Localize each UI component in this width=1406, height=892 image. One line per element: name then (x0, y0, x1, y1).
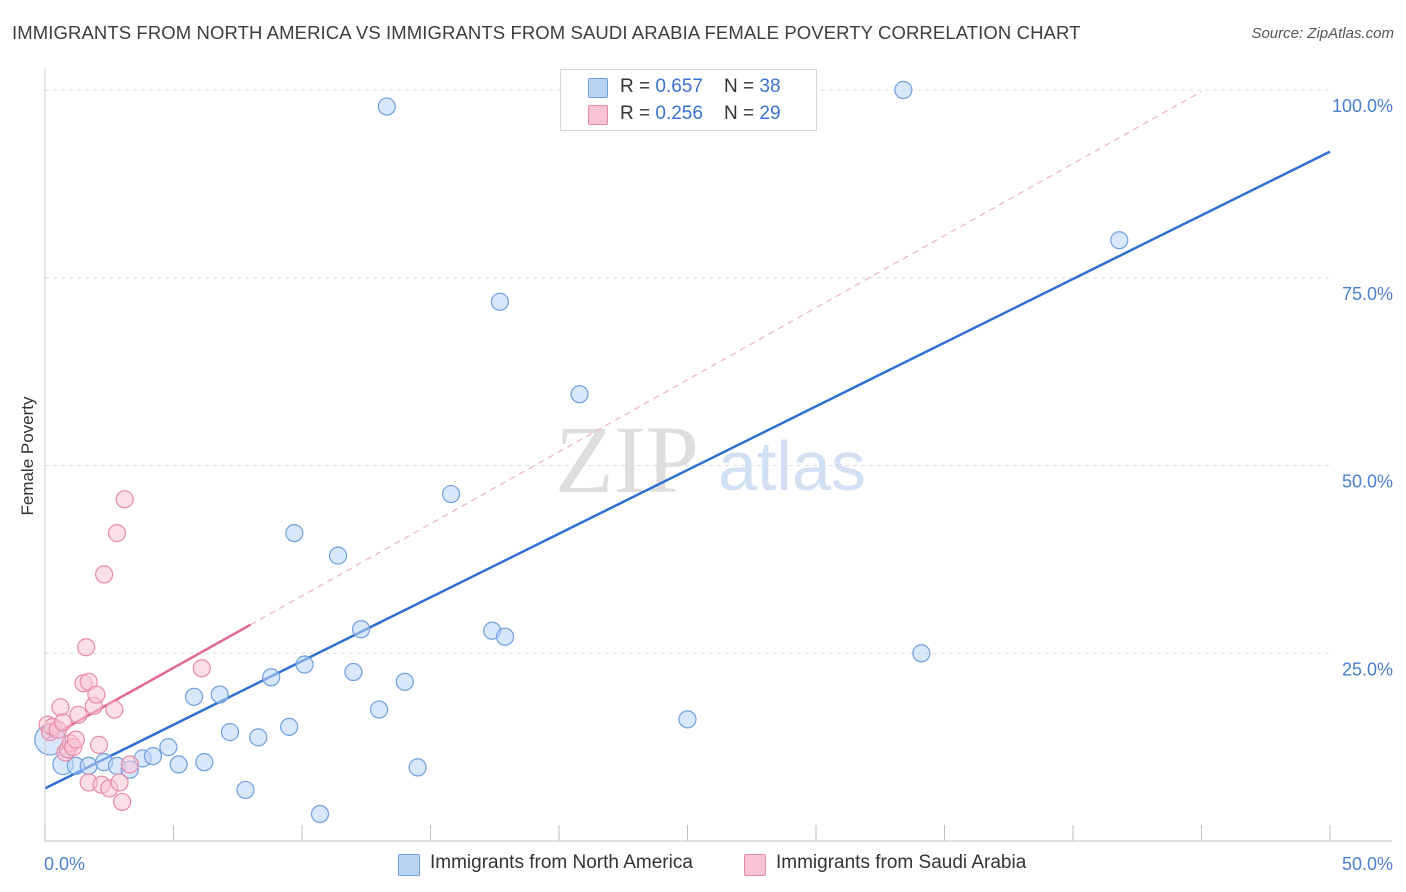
data-point-north-america (570, 385, 589, 404)
bottom-legend-swatch-pink (744, 854, 766, 876)
data-point-north-america (220, 723, 240, 742)
data-point-north-america (894, 80, 913, 100)
chart-title: IMMIGRANTS FROM NORTH AMERICA VS IMMIGRA… (12, 22, 1081, 43)
data-point-north-america (285, 523, 304, 543)
data-point-saudi-arabia (53, 713, 73, 732)
data-point-north-america (169, 755, 188, 774)
data-point-north-america (310, 804, 330, 824)
data-point-north-america (295, 655, 314, 674)
data-point-north-america (344, 662, 363, 682)
y-tick-label: 100.0% (1332, 96, 1393, 116)
x-tick-label: 50.0% (1342, 854, 1393, 874)
data-point-saudi-arabia (110, 773, 129, 792)
data-point-north-america (249, 728, 268, 747)
legend-swatch-blue (588, 78, 608, 98)
legend-r-value: 0.657 (655, 76, 703, 97)
data-point-north-america (912, 644, 931, 663)
data-point-north-america (210, 685, 229, 704)
data-point-north-america (79, 756, 98, 776)
data-point-saudi-arabia (107, 523, 127, 543)
data-point-north-america (184, 687, 204, 706)
data-point-saudi-arabia (115, 490, 134, 509)
legend-n-label: N = (724, 103, 760, 124)
bottom-legend-label: Immigrants from North America (430, 852, 693, 873)
legend-r-value: 0.256 (655, 103, 703, 124)
stats-legend: R = 0.657 N = 38 R = 0.256 N = 29 (560, 69, 817, 131)
y-tick-label: 25.0% (1342, 659, 1393, 679)
source-credit: Source: ZipAtlas.com (1251, 25, 1394, 42)
data-point-saudi-arabia (66, 730, 85, 749)
axis-layer (44, 68, 1392, 842)
data-point-saudi-arabia (95, 565, 114, 584)
data-point-north-america (280, 717, 299, 736)
legend-n-value: 38 (759, 76, 781, 97)
legend-n-value: 29 (759, 103, 781, 124)
data-point-north-america (236, 780, 255, 800)
legend-r-label: R = (620, 103, 656, 124)
data-point-north-america (1110, 231, 1129, 250)
data-point-saudi-arabia (105, 700, 124, 719)
data-point-north-america (408, 758, 427, 777)
x-tick-label: 0.0% (44, 854, 85, 874)
trend-line-extrapolated (250, 90, 1202, 626)
data-point-saudi-arabia (77, 638, 96, 657)
data-point-north-america (370, 700, 389, 719)
legend-n-label: N = (724, 76, 760, 97)
bottom-legend-swatch-blue (398, 854, 420, 876)
data-point-north-america (495, 627, 515, 646)
data-point-saudi-arabia (89, 735, 109, 754)
data-point-north-america (195, 753, 214, 772)
y-tick-label: 50.0% (1342, 472, 1393, 492)
data-point-saudi-arabia (69, 705, 88, 724)
data-point-north-america (377, 97, 396, 116)
data-point-saudi-arabia (51, 698, 70, 717)
data-point-north-america (441, 484, 461, 504)
watermark-zip: ZIP (555, 406, 699, 513)
label-layer: 25.0% 50.0% 75.0% 100.0% 0.0% 50.0% (44, 96, 1393, 874)
watermark-atlas: atlas (718, 427, 866, 505)
legend-r-label: R = (620, 76, 656, 97)
data-point-north-america (143, 747, 163, 766)
legend-swatch-pink (588, 105, 608, 125)
data-point-saudi-arabia (87, 685, 106, 704)
data-point-north-america (678, 710, 697, 729)
grid-layer (45, 89, 1330, 654)
data-point-north-america (262, 668, 281, 687)
data-point-saudi-arabia (192, 659, 211, 678)
bottom-legend-label: Immigrants from Saudi Arabia (776, 852, 1027, 873)
data-point-north-america (490, 292, 509, 311)
data-point-north-america (352, 620, 371, 639)
data-point-north-america (328, 546, 348, 565)
data-point-north-america (395, 672, 414, 691)
data-point-north-america (159, 738, 178, 757)
y-tick-label: 75.0% (1342, 284, 1393, 304)
trend-line-north-america (44, 150, 1331, 790)
data-point-saudi-arabia (120, 755, 139, 774)
points-layer (34, 80, 1129, 824)
data-point-saudi-arabia (112, 792, 132, 812)
